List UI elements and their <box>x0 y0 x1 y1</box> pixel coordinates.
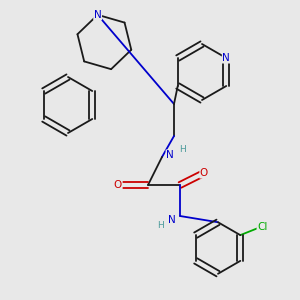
Text: O: O <box>114 180 122 190</box>
Text: H: H <box>157 221 164 230</box>
Text: N: N <box>222 53 230 63</box>
Text: O: O <box>200 168 208 178</box>
Text: H: H <box>178 145 185 154</box>
Text: Cl: Cl <box>257 222 268 232</box>
Text: N: N <box>166 150 174 160</box>
Text: N: N <box>168 215 176 225</box>
Text: N: N <box>94 10 101 20</box>
